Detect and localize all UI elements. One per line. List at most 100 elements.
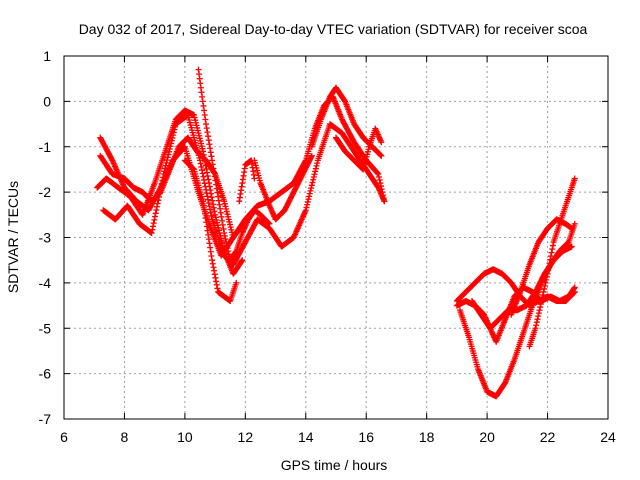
- y-tick-label: -5: [39, 320, 52, 336]
- data-point: [546, 260, 553, 267]
- data-point: [211, 169, 218, 176]
- data-point: [149, 223, 156, 230]
- x-tick-label: 16: [358, 429, 374, 445]
- y-tick-label: -6: [39, 366, 52, 382]
- data-point: [205, 133, 212, 140]
- data-point: [171, 126, 178, 133]
- data-point: [162, 162, 169, 169]
- data-point: [197, 160, 204, 167]
- data-point: [217, 209, 224, 216]
- series-s16: [508, 216, 575, 318]
- data-point: [223, 242, 230, 249]
- y-tick-label: -2: [39, 184, 52, 200]
- data-point: [568, 243, 575, 250]
- chart-title: Day 032 of 2017, Sidereal Day-to-day VTE…: [79, 21, 588, 37]
- data-point: [314, 160, 321, 167]
- data-point: [209, 157, 216, 164]
- data-point: [312, 165, 319, 172]
- data-point: [209, 257, 216, 264]
- data-point: [164, 157, 171, 164]
- data-point: [208, 194, 215, 201]
- data-point: [547, 253, 554, 260]
- data-point: [307, 187, 314, 194]
- data-point: [213, 281, 220, 288]
- data-point: [212, 274, 219, 281]
- data-point: [542, 279, 549, 286]
- data-point: [538, 298, 545, 305]
- data-point: [203, 186, 210, 193]
- data-point: [214, 285, 221, 292]
- data-point: [549, 242, 556, 249]
- data-point: [378, 152, 385, 159]
- data-point: [225, 251, 232, 258]
- data-point: [150, 220, 157, 227]
- data-point: [239, 257, 246, 264]
- data-point: [543, 273, 550, 280]
- data-point: [152, 213, 159, 220]
- x-tick-label: 10: [177, 429, 193, 445]
- data-point: [219, 221, 226, 228]
- data-point: [375, 174, 382, 180]
- data-point: [381, 198, 388, 205]
- data-point: [545, 267, 552, 274]
- data-point: [545, 263, 552, 270]
- data-point: [211, 267, 218, 274]
- data-point: [168, 137, 175, 144]
- data-point: [205, 137, 212, 144]
- data-point: [233, 279, 240, 286]
- data-point: [308, 152, 315, 159]
- data-point: [148, 229, 155, 236]
- data-point: [197, 157, 203, 164]
- data-point: [210, 264, 217, 271]
- data-point: [539, 291, 546, 298]
- data-point: [204, 193, 211, 200]
- data-point: [303, 204, 310, 211]
- axes: 6 8 10 12 14 16 18 20 22 24 -7 -6 -5 -4 -3 -2 -1 0 1: [39, 48, 616, 445]
- data-point: [571, 285, 578, 292]
- data-point: [154, 203, 161, 210]
- y-tick-label: -3: [39, 230, 52, 246]
- data-point: [167, 143, 174, 150]
- data-point: [537, 304, 544, 311]
- series-s8: [251, 152, 315, 223]
- data-point: [213, 278, 220, 285]
- data-point: [166, 146, 173, 153]
- data-point: [310, 174, 317, 180]
- x-tick-label: 8: [121, 429, 129, 445]
- data-point: [211, 271, 218, 278]
- data-point: [378, 139, 385, 146]
- data-point: [170, 129, 177, 136]
- data-point: [534, 316, 541, 323]
- data-point: [153, 207, 160, 214]
- data-point: [544, 270, 551, 277]
- data-point: [210, 201, 217, 208]
- data-point: [532, 325, 539, 332]
- data-point: [308, 185, 315, 192]
- data-point: [169, 134, 176, 141]
- data-point: [210, 165, 217, 172]
- series-s5: [195, 66, 273, 264]
- data-point: [376, 177, 383, 184]
- x-axis-label: GPS time / hours: [281, 457, 388, 473]
- data-point: [168, 140, 175, 147]
- data-point: [213, 185, 220, 192]
- data-point: [218, 213, 225, 220]
- data-point: [202, 183, 209, 190]
- data-point: [209, 260, 216, 267]
- data-point: [305, 196, 312, 203]
- series-s7: [236, 157, 258, 205]
- data-point: [163, 159, 170, 166]
- data-point: [306, 190, 313, 197]
- data-point: [203, 165, 210, 172]
- y-tick-label: 1: [43, 48, 51, 64]
- data-point: [208, 213, 215, 220]
- data-point: [568, 225, 575, 232]
- data-point: [207, 149, 214, 156]
- data-point: [209, 197, 216, 204]
- y-tick-label: -4: [39, 275, 52, 291]
- data-point: [164, 154, 171, 161]
- data-point: [537, 301, 544, 308]
- data-point: [548, 249, 555, 256]
